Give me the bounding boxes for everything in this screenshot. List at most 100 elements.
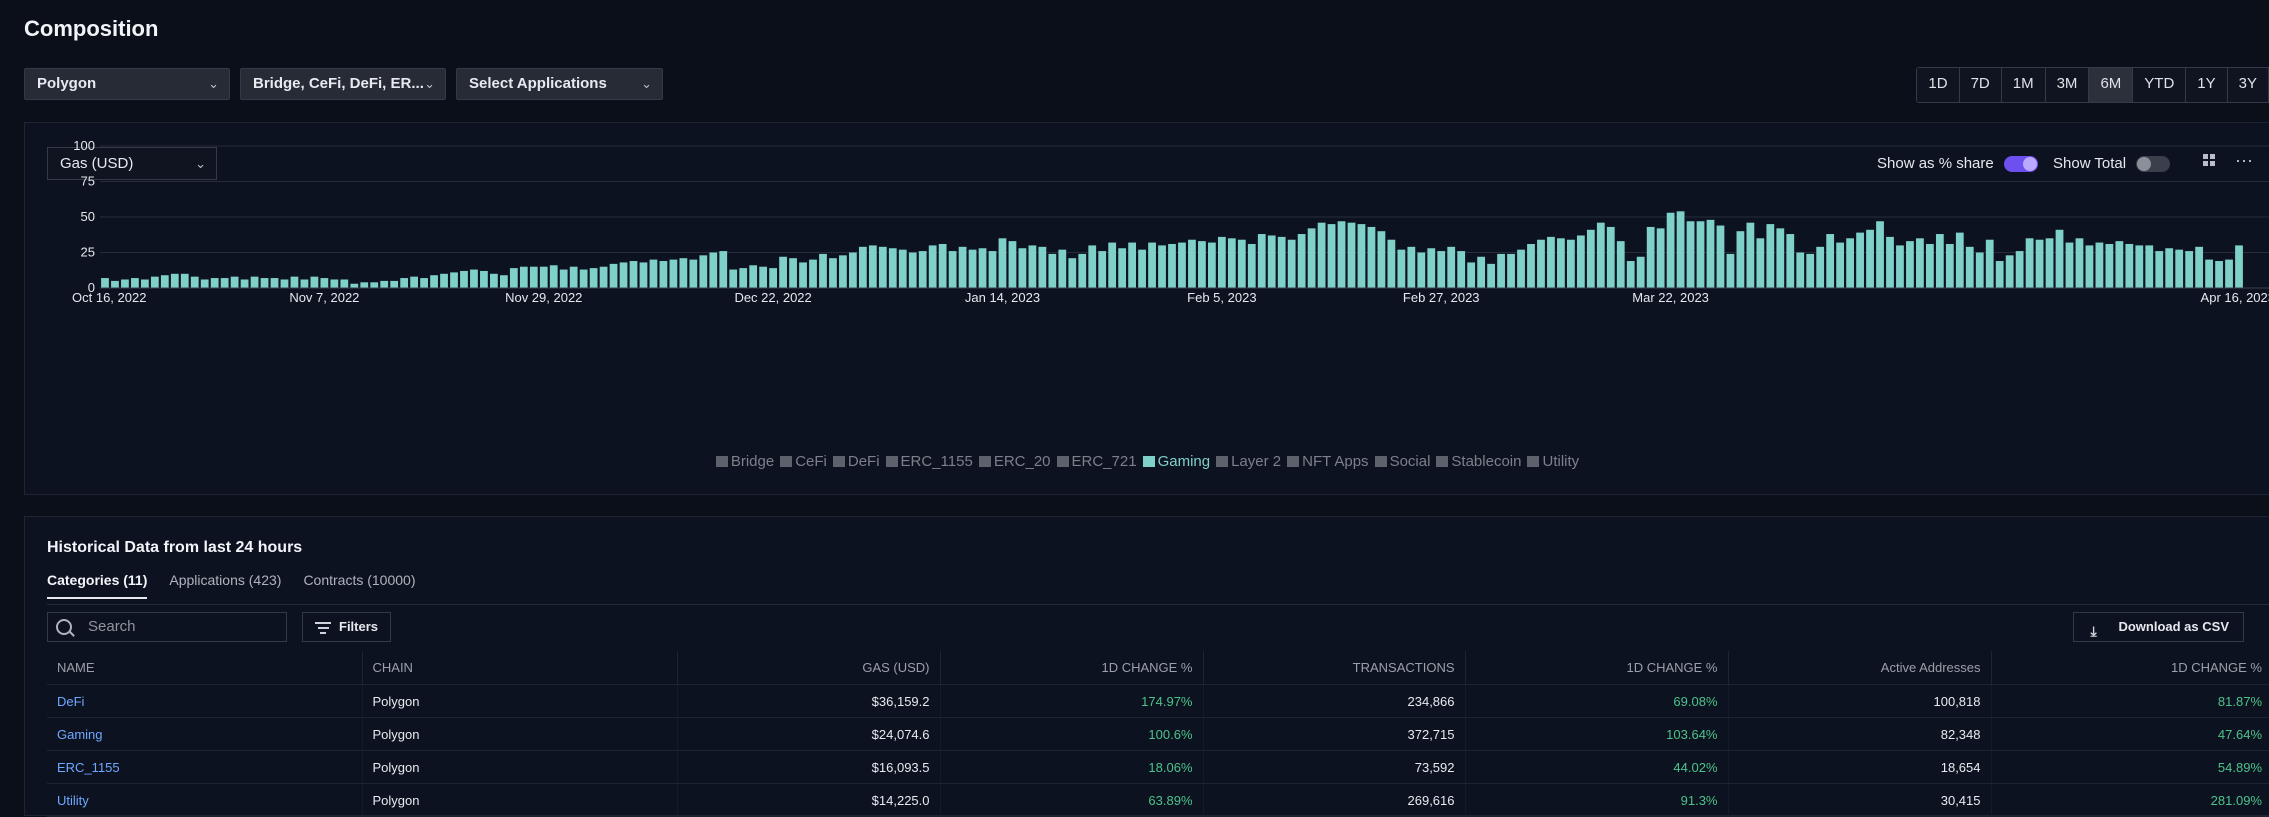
chart-legend: Bridge CeFi DeFi ERC_1155 ERC_20 ERC_721 Gamin… bbox=[25, 453, 2269, 470]
chart-bar bbox=[1158, 245, 1166, 288]
column-header[interactable]: TRANSACTIONS bbox=[1203, 651, 1466, 685]
filters-button[interactable]: Filters bbox=[302, 612, 392, 642]
chart-bar bbox=[599, 266, 608, 288]
legend-item-erc_721[interactable]: ERC_721 bbox=[1056, 453, 1137, 470]
chart-bar bbox=[2085, 245, 2094, 288]
chart-bar bbox=[639, 262, 648, 288]
chart-bar bbox=[1507, 253, 1515, 288]
chart-bar bbox=[280, 279, 289, 288]
legend-item-nft-apps[interactable]: NFT Apps bbox=[1287, 453, 1369, 470]
table-cell: 30,415 bbox=[1728, 783, 1992, 817]
y-tick-label: 0 bbox=[88, 280, 95, 295]
legend-item-cefi[interactable]: CeFi bbox=[780, 453, 827, 470]
column-header[interactable]: 1D CHANGE % bbox=[1465, 651, 1729, 685]
legend-item-utility[interactable]: Utility bbox=[1527, 453, 1579, 470]
column-header[interactable]: NAME bbox=[47, 651, 363, 685]
chart-bar bbox=[1666, 212, 1675, 288]
chart-bar bbox=[190, 276, 199, 288]
table-row[interactable]: Gaming Polygon $24,074.6 100.6% 372,715 103.6… bbox=[47, 717, 2269, 751]
legend-item-layer-2[interactable]: Layer 2 bbox=[1216, 453, 1281, 470]
timeframe-1m-button[interactable]: 1M bbox=[2001, 68, 2046, 102]
legend-item-erc_1155[interactable]: ERC_1155 bbox=[885, 453, 973, 470]
category-link[interactable]: ERC_1155 bbox=[47, 750, 363, 784]
chart-bar bbox=[1307, 228, 1316, 288]
legend-item-gaming[interactable]: Gaming bbox=[1142, 453, 1211, 470]
search-input[interactable]: Search bbox=[47, 612, 287, 642]
chart-bar bbox=[1656, 228, 1665, 288]
chart-bar bbox=[699, 255, 708, 288]
chart-bar bbox=[140, 279, 149, 288]
category-dropdown[interactable]: Bridge, CeFi, DeFi, ER... ⌄ bbox=[240, 68, 446, 100]
column-header[interactable]: 1D CHANGE % bbox=[1991, 651, 2269, 685]
chart-bar bbox=[519, 266, 528, 288]
timeframe-3y-button[interactable]: 3Y bbox=[2227, 68, 2269, 102]
total-toggle[interactable] bbox=[2136, 155, 2171, 172]
chart-bar bbox=[2055, 229, 2064, 288]
y-tick-label: 25 bbox=[81, 245, 95, 260]
timeframe-ytd-button[interactable]: YTD bbox=[2133, 68, 2187, 102]
timeframe-6m-button[interactable]: 6M bbox=[2089, 68, 2134, 102]
legend-item-defi[interactable]: DeFi bbox=[832, 453, 880, 470]
chart-bar bbox=[1417, 252, 1426, 288]
chart-bar bbox=[2065, 242, 2074, 288]
category-link[interactable]: Utility bbox=[47, 783, 363, 817]
applications-dropdown-label: Select Applications bbox=[469, 75, 607, 92]
chart-bar bbox=[759, 266, 768, 288]
table-row[interactable]: ERC_1155 Polygon $16,093.5 18.06% 73,592 44.0… bbox=[47, 750, 2269, 784]
category-link[interactable]: Gaming bbox=[47, 717, 363, 751]
chart-bar bbox=[958, 246, 967, 288]
chart-bar bbox=[709, 252, 718, 288]
timeframe-1d-button[interactable]: 1D bbox=[1917, 68, 1960, 102]
column-header[interactable]: GAS (USD) bbox=[677, 651, 941, 685]
chart-bar bbox=[390, 280, 399, 288]
category-link[interactable]: DeFi bbox=[47, 684, 363, 718]
chart-bar bbox=[579, 269, 588, 288]
timeframe-7d-button[interactable]: 7D bbox=[1959, 68, 2002, 102]
table-cell: 18,654 bbox=[1728, 750, 1992, 784]
share-toggle-row: Show as % share bbox=[1877, 155, 2038, 172]
chart-bar bbox=[1227, 238, 1236, 288]
chart-bar bbox=[1955, 232, 1964, 288]
column-header[interactable]: Active Addresses bbox=[1728, 651, 1992, 685]
column-header[interactable]: CHAIN bbox=[362, 651, 678, 685]
timeframe-1y-button[interactable]: 1Y bbox=[2186, 68, 2228, 102]
chart-bar bbox=[310, 276, 319, 288]
chart-bar bbox=[440, 273, 448, 288]
legend-item-bridge[interactable]: Bridge bbox=[715, 453, 774, 470]
chart-bar bbox=[2025, 238, 2034, 288]
timeframe-3m-button[interactable]: 3M bbox=[2045, 68, 2090, 102]
metric-dropdown[interactable]: Gas (USD) ⌄ bbox=[47, 147, 217, 180]
chart-bar bbox=[1935, 234, 1944, 288]
legend-item-social[interactable]: Social bbox=[1374, 453, 1430, 470]
grid-icon[interactable] bbox=[2202, 153, 2216, 171]
historical-title: Historical Data from last 24 hours bbox=[47, 539, 303, 556]
applications-dropdown[interactable]: Select Applications ⌄ bbox=[456, 68, 663, 100]
chart-bar bbox=[539, 266, 548, 288]
download-csv-button[interactable]: ⤓ Download as CSV bbox=[2073, 612, 2244, 642]
table-row[interactable]: DeFi Polygon $36,159.2 174.97% 234,866 69.08%… bbox=[47, 684, 2269, 718]
chain-dropdown[interactable]: Polygon ⌄ bbox=[24, 68, 230, 100]
chart-bar bbox=[1547, 236, 1555, 288]
table-row[interactable]: Utility Polygon $14,225.0 63.89% 269,616 91.3… bbox=[47, 783, 2269, 817]
tab-applications[interactable]: Applications (423) bbox=[169, 572, 282, 588]
chevron-down-icon: ⌄ bbox=[424, 76, 435, 91]
legend-label: Gaming bbox=[1157, 453, 1211, 470]
chart-bar bbox=[789, 258, 797, 288]
chart-bar bbox=[1906, 241, 1914, 288]
column-header[interactable]: 1D CHANGE % bbox=[940, 651, 1204, 685]
legend-label: CeFi bbox=[795, 453, 827, 470]
search-icon bbox=[56, 619, 72, 635]
share-toggle[interactable] bbox=[2003, 155, 2038, 172]
legend-swatch bbox=[1056, 456, 1069, 467]
tab-contracts[interactable]: Contracts (10000) bbox=[303, 572, 416, 588]
chart-bar bbox=[1646, 226, 1655, 288]
legend-item-stablecoin[interactable]: Stablecoin bbox=[1436, 453, 1521, 470]
more-icon[interactable]: ⋯ bbox=[2235, 151, 2254, 171]
tab-categories[interactable]: Categories (11) bbox=[47, 572, 148, 599]
table-cell: 44.02% bbox=[1465, 750, 1729, 784]
x-tick-label: Mar 22, 2023 bbox=[1632, 290, 1709, 305]
download-icon: ⤓ bbox=[2090, 623, 2097, 639]
legend-item-erc_20[interactable]: ERC_20 bbox=[978, 453, 1051, 470]
chart-bar bbox=[1237, 239, 1246, 288]
chart-bar bbox=[2005, 255, 2014, 288]
